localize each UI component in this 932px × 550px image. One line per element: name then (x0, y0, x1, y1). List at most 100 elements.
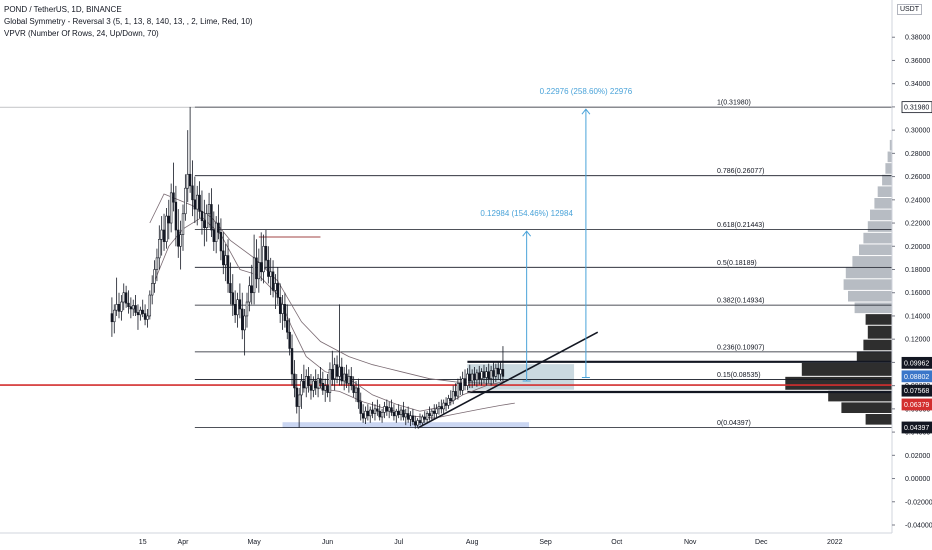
candle-body (437, 406, 441, 410)
candle-body (290, 348, 294, 375)
time-tick-label: Apr (178, 539, 190, 546)
candle (340, 357, 343, 386)
candle (463, 369, 467, 391)
candle (141, 299, 144, 318)
price-tick-label: 0.18000 (905, 267, 930, 274)
candle (331, 350, 334, 386)
candle (473, 367, 476, 386)
price-tag (901, 384, 932, 397)
candle-body (141, 309, 144, 314)
candle-body (489, 370, 493, 379)
candle-body (174, 201, 178, 231)
candle (305, 369, 308, 398)
candle-body (497, 367, 500, 375)
candle-body (146, 315, 149, 320)
candle-body (411, 415, 415, 422)
candle-body (350, 376, 353, 386)
candle (347, 369, 351, 393)
candle (222, 232, 225, 275)
candle (366, 404, 370, 421)
candle-body (132, 305, 135, 310)
candle-body (167, 215, 170, 224)
candle (399, 406, 403, 421)
candle-body (468, 373, 471, 382)
candle-body (392, 412, 396, 417)
candle-body (283, 304, 287, 321)
candle (248, 276, 251, 312)
candle-body (295, 387, 298, 407)
candle (255, 239, 258, 289)
candle-body (110, 313, 114, 323)
candle (501, 346, 505, 381)
candle-body (482, 371, 486, 378)
chart-title[interactable]: POND / TetherUS, 1D, BINANCE (4, 5, 122, 14)
candle-body (473, 373, 476, 381)
candle (478, 365, 481, 385)
candle (316, 374, 320, 398)
candle (169, 183, 173, 233)
price-tick-label: 0.02000 (905, 453, 930, 460)
candle-body (260, 262, 263, 273)
candle-body (281, 304, 284, 314)
price-tag-label: 0.08802 (904, 374, 929, 381)
candle (245, 292, 249, 328)
time-tick-label: 2022 (827, 539, 843, 546)
candle-body (364, 410, 367, 419)
price-axis-bg (892, 0, 932, 550)
candle-body (165, 215, 168, 242)
candle (143, 304, 147, 326)
candle-body (328, 369, 332, 393)
candle (113, 304, 116, 334)
candle-body (117, 304, 121, 312)
candle (499, 362, 502, 381)
candle (354, 380, 358, 402)
candle (217, 204, 220, 240)
candle-body (222, 250, 225, 266)
candle (425, 411, 429, 423)
candle (323, 378, 327, 402)
candle (328, 362, 332, 402)
candle-body (262, 245, 265, 273)
candle-body (307, 376, 310, 386)
candle-body (148, 294, 152, 317)
candle (207, 192, 211, 228)
candle-body (172, 192, 175, 203)
candle-body (243, 315, 246, 331)
candle (288, 318, 291, 356)
candle-body (319, 378, 322, 384)
candle (430, 408, 434, 421)
candle (335, 355, 339, 384)
candle (188, 106, 192, 193)
candle-body (177, 229, 180, 247)
indicator-vpvr[interactable]: VPVR (Number Of Rows, 24, Up/Down, 70) (4, 29, 159, 38)
currency-badge[interactable]: USDT (896, 4, 922, 15)
candle (122, 283, 125, 311)
candle-body (160, 229, 163, 240)
candle (205, 204, 208, 242)
candle (214, 216, 218, 254)
time-tick-label: May (247, 539, 261, 546)
candle-body (338, 366, 341, 377)
measure-arrowhead (522, 230, 532, 237)
candle-body (169, 192, 173, 224)
candle (210, 188, 213, 237)
candle (470, 369, 474, 388)
candle (269, 257, 272, 296)
candle-body (115, 304, 118, 311)
candle-body (359, 401, 362, 414)
candle-body (248, 285, 251, 303)
time-tick-label: Jul (394, 539, 403, 546)
candle-body (184, 187, 187, 215)
candle-body (252, 257, 256, 294)
candle (333, 357, 336, 391)
volume-profile-bar (845, 267, 892, 279)
indicator-global-symmetry[interactable]: Global Symmetry - Reversal 3 (5, 1, 13, … (4, 17, 253, 26)
candle-body (376, 408, 379, 412)
candle (267, 246, 270, 284)
candle (380, 408, 384, 423)
candle-body (406, 413, 410, 420)
candle-body (492, 370, 495, 377)
candle (442, 399, 445, 414)
